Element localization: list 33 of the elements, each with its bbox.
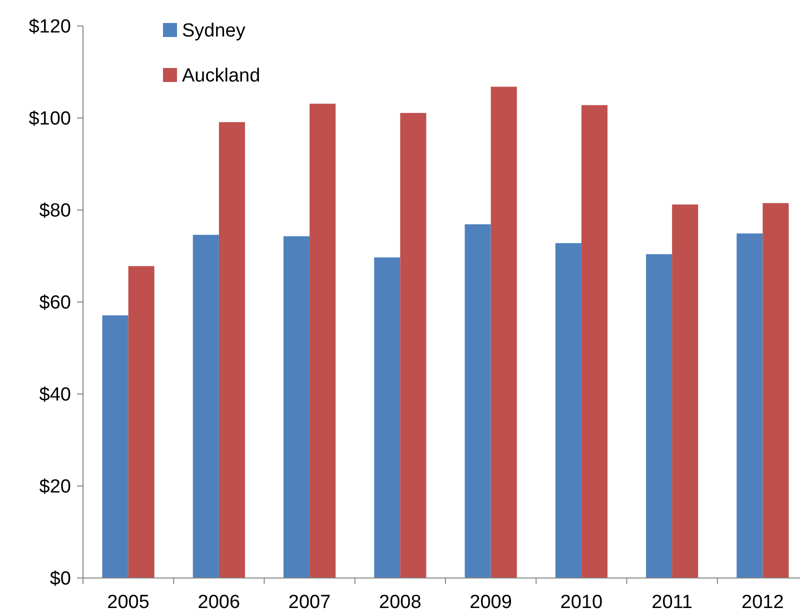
- bar: [128, 266, 154, 578]
- bar: [218, 122, 245, 578]
- bar: [490, 86, 517, 578]
- x-tick-label: 2011: [652, 592, 692, 613]
- bar: [555, 243, 582, 578]
- bar: [762, 203, 789, 578]
- bar: [400, 112, 426, 578]
- x-tick-label: 2005: [107, 592, 150, 613]
- x-tick-label: 2007: [288, 592, 331, 613]
- bar: [284, 236, 310, 578]
- x-tick-label: 2009: [470, 592, 512, 613]
- y-tick-label: $40: [39, 384, 71, 406]
- x-tick-label: 2010: [560, 592, 603, 613]
- bar: [581, 105, 608, 578]
- bar: [374, 257, 400, 578]
- y-tick-label: $60: [39, 292, 71, 314]
- x-tick-label: 2008: [379, 592, 422, 613]
- y-tick-label: $20: [39, 476, 71, 498]
- bar: [736, 233, 763, 578]
- bar: [192, 234, 219, 578]
- bar: [102, 315, 128, 578]
- y-tick-label: $80: [39, 200, 71, 222]
- bar: [310, 104, 336, 578]
- legend-label: Auckland: [182, 66, 260, 87]
- y-tick-label: $0: [50, 568, 71, 590]
- bar: [672, 204, 698, 578]
- x-tick-label: 2006: [198, 592, 240, 613]
- y-tick-label: $120: [28, 16, 71, 38]
- x-tick-label: 2012: [742, 592, 784, 613]
- y-tick-label: $100: [28, 108, 71, 130]
- bar: [646, 254, 672, 578]
- bar: [464, 224, 491, 578]
- legend-label: Sydney: [182, 20, 246, 42]
